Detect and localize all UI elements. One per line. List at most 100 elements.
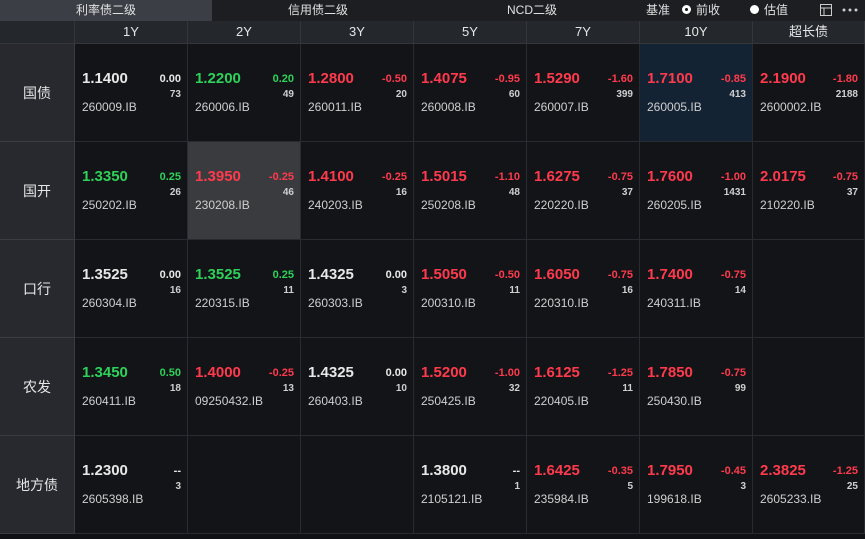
quote-cell[interactable]: 2.0175 -0.75 37 210220.IB [753,142,865,240]
volume: 99 [734,383,746,394]
volume: 13 [282,383,294,394]
quote-cell [753,240,865,338]
change: 0.00 [385,367,407,379]
volume: 49 [282,89,294,100]
change: 0.00 [385,269,407,281]
quote-cell[interactable]: 1.3525 0.25 11 220315.IB [188,240,301,338]
tab[interactable]: 信用债二级 [287,3,348,17]
change: -0.50 [494,269,520,281]
volume: 413 [729,89,746,100]
volume: 3 [175,481,181,492]
volume: 46 [282,187,294,198]
volume: 11 [622,383,633,394]
price: 1.4100 [308,168,354,185]
radio-option[interactable]: 前收 [680,0,720,21]
change: -0.95 [494,73,520,85]
column-header: 超长债 [753,21,865,44]
corner-header [0,21,75,44]
change: -1.80 [832,73,858,85]
quote-cell[interactable]: 2.1900 -1.80 2188 2600002.IB [753,44,865,142]
radio-option[interactable]: 估值 [748,0,788,21]
volume: 26 [169,187,181,198]
volume: 60 [508,89,520,100]
bond-code: 220220.IB [534,198,589,212]
volume: 5 [627,481,633,492]
quote-cell[interactable]: 1.4100 -0.25 16 240203.IB [301,142,414,240]
quote-cell[interactable]: 1.7950 -0.45 3 199618.IB [640,436,753,534]
more-icon[interactable] [841,3,859,17]
quote-cell[interactable]: 1.5050 -0.50 11 200310.IB [414,240,527,338]
layout-icon[interactable] [819,3,833,17]
quote-cell[interactable]: 1.5290 -1.60 399 260007.IB [527,44,640,142]
change: -0.50 [381,73,407,85]
volume: 48 [508,187,520,198]
quote-cell[interactable]: 1.6275 -0.75 37 220220.IB [527,142,640,240]
quote-cell[interactable]: 1.2200 0.20 49 260006.IB [188,44,301,142]
bond-code: 250425.IB [421,394,476,408]
quote-cell[interactable]: 1.7850 -0.75 99 250430.IB [640,338,753,436]
quote-cell[interactable]: 1.3450 0.50 18 260411.IB [75,338,188,436]
change: 0.25 [159,171,181,183]
change: 0.25 [272,269,294,281]
change: -0.75 [832,171,858,183]
price: 1.4325 [308,364,354,381]
change: -0.25 [381,171,407,183]
quote-cell[interactable]: 1.2800 -0.50 20 260011.IB [301,44,414,142]
quote-cell[interactable]: 1.7400 -0.75 14 240311.IB [640,240,753,338]
row-label: 地方债 [0,436,75,534]
bond-code: 260011.IB [308,100,362,114]
volume: 16 [395,187,407,198]
change: 0.50 [159,367,181,379]
change: -1.60 [607,73,633,85]
quote-cell[interactable]: 1.3350 0.25 26 250202.IB [75,142,188,240]
price: 2.3825 [760,462,806,479]
bond-code: 260303.IB [308,296,363,310]
bond-code: 2600002.IB [760,100,822,114]
volume: 2188 [835,89,858,100]
quote-cell[interactable]: 1.5200 -1.00 32 250425.IB [414,338,527,436]
change: 0.00 [159,73,181,85]
column-header: 3Y [301,21,414,44]
price: 1.3350 [82,168,128,185]
quote-cell[interactable]: 1.3800 -- 1 2105121.IB [414,436,527,534]
volume: 10 [395,383,407,394]
price: 2.0175 [760,168,806,185]
row-label: 口行 [0,240,75,338]
tab[interactable]: NCD二级 [507,3,557,17]
quote-cell[interactable]: 1.6425 -0.35 5 235984.IB [527,436,640,534]
bond-code: 250202.IB [82,198,137,212]
price: 1.2200 [195,70,241,87]
quote-cell[interactable]: 1.1400 0.00 73 260009.IB [75,44,188,142]
price: 1.2800 [308,70,354,87]
bond-code: 2605233.IB [760,492,822,506]
volume: 37 [621,187,633,198]
quote-cell[interactable]: 1.5015 -1.10 48 250208.IB [414,142,527,240]
quote-cell[interactable]: 1.7100 -0.85 413 260005.IB [640,44,753,142]
bond-code: 260009.IB [82,100,137,114]
quote-cell[interactable]: 1.7600 -1.00 1431 260205.IB [640,142,753,240]
volume: 25 [846,481,858,492]
quote-cell[interactable]: 1.2300 -- 3 2605398.IB [75,436,188,534]
quote-cell[interactable]: 1.4075 -0.95 60 260008.IB [414,44,527,142]
bond-code: 220405.IB [534,394,589,408]
change: -- [512,465,520,477]
bond-code: 2605398.IB [82,492,144,506]
price: 1.5290 [534,70,580,87]
price: 1.6425 [534,462,580,479]
quote-cell[interactable]: 1.4000 -0.25 13 09250432.IB [188,338,301,436]
quote-cell[interactable]: 1.6050 -0.75 16 220310.IB [527,240,640,338]
price: 1.3525 [82,266,128,283]
price: 1.4325 [308,266,354,283]
quote-cell[interactable]: 1.3525 0.00 16 260304.IB [75,240,188,338]
volume: 16 [169,285,181,296]
column-header: 5Y [414,21,527,44]
tab[interactable]: 利率债二级 [0,0,212,21]
change: -0.45 [720,465,746,477]
quote-cell[interactable]: 1.4325 0.00 10 260403.IB [301,338,414,436]
quote-cell[interactable]: 1.3950 -0.25 46 230208.IB [188,142,301,240]
column-header: 1Y [75,21,188,44]
quote-cell[interactable]: 2.3825 -1.25 25 2605233.IB [753,436,865,534]
price: 1.1400 [82,70,128,87]
quote-cell[interactable]: 1.4325 0.00 3 260303.IB [301,240,414,338]
quote-cell[interactable]: 1.6125 -1.25 11 220405.IB [527,338,640,436]
